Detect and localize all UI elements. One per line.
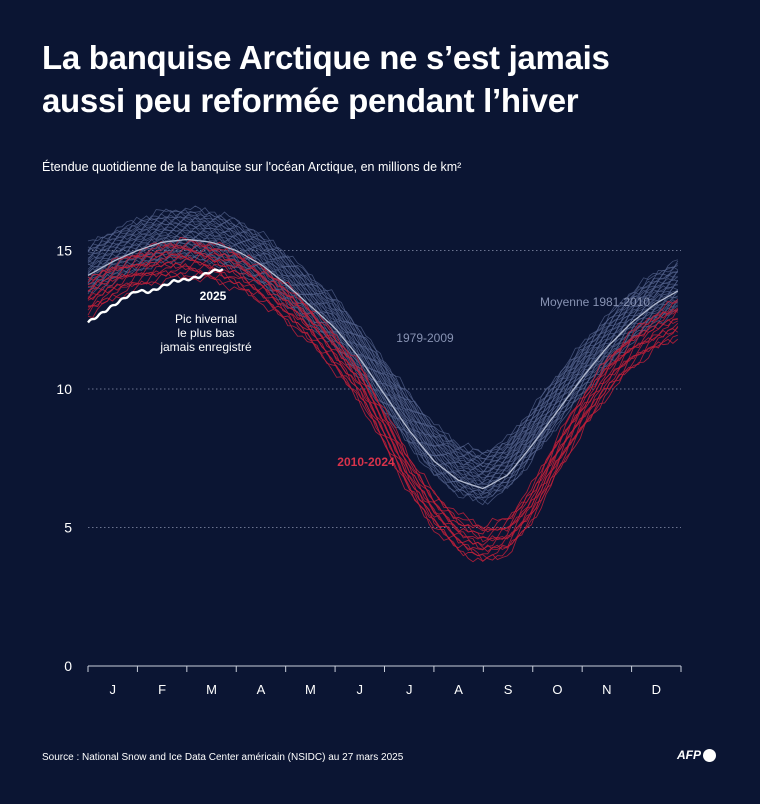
x-tick-label: J xyxy=(406,682,413,697)
year-line xyxy=(87,251,679,506)
x-tick-label: F xyxy=(158,682,166,697)
year-line xyxy=(87,262,679,551)
average-line-group xyxy=(87,238,679,490)
year-line xyxy=(87,227,678,479)
year-line xyxy=(87,209,679,459)
y-tick-label: 5 xyxy=(64,520,72,536)
year-line xyxy=(87,231,678,479)
source-note: Source : National Snow and Ice Data Cent… xyxy=(42,752,404,763)
average-line xyxy=(87,238,679,490)
recent-year-lines xyxy=(87,236,679,563)
x-tick-label: A xyxy=(257,682,266,697)
title-line-2: aussi peu reformée pendant l’hiver xyxy=(42,82,579,119)
page-title: La banquise Arctique ne s’est jamais aus… xyxy=(42,36,722,122)
y-tick-label: 10 xyxy=(56,381,72,397)
historical-year-lines xyxy=(87,205,679,506)
year-line xyxy=(87,239,679,532)
afp-logo-text: AFP xyxy=(677,748,701,762)
label-2025: 2025 xyxy=(200,289,227,303)
year-line xyxy=(87,210,679,464)
afp-logo: AFP xyxy=(677,748,716,762)
x-tick-label: A xyxy=(454,682,463,697)
year-line xyxy=(87,256,678,550)
year-line xyxy=(87,226,679,472)
sea-ice-line-chart: J F M A M J J A S O N D 0 5 10 15 2025 Pic hivernal le … xyxy=(56,205,682,697)
year-line xyxy=(87,217,678,468)
grid-lines xyxy=(88,250,681,528)
year-line xyxy=(87,214,679,461)
chart-subtitle: Étendue quotidienne de la banquise sur l… xyxy=(42,160,462,174)
y-tick-label: 0 xyxy=(64,658,72,674)
axes: J F M A M J J A S O N D 0 5 10 15 xyxy=(56,243,682,697)
label-record-line-1: Pic hivernal xyxy=(175,312,237,326)
year-line xyxy=(87,244,679,493)
year-line xyxy=(87,205,678,457)
current-year-line-group xyxy=(87,268,224,324)
label-record-line-2: le plus bas xyxy=(177,326,234,340)
year-line xyxy=(87,216,678,466)
year-line xyxy=(87,226,678,476)
x-tick-label: O xyxy=(552,682,562,697)
x-tick-label: S xyxy=(504,682,513,697)
year-line xyxy=(87,263,679,557)
year-line xyxy=(87,250,679,543)
label-record-line-3: jamais enregistré xyxy=(159,340,252,354)
x-tick-label: M xyxy=(206,682,217,697)
x-tick-label: D xyxy=(652,682,661,697)
title-line-1: La banquise Arctique ne s’est jamais xyxy=(42,39,610,76)
label-1979-2009: 1979-2009 xyxy=(396,331,454,345)
afp-logo-dot xyxy=(703,748,716,762)
label-2010-2024: 2010-2024 xyxy=(337,455,395,469)
year-line xyxy=(87,245,679,539)
x-tick-label: J xyxy=(357,682,364,697)
x-tick-label: M xyxy=(305,682,316,697)
year-line xyxy=(87,221,678,468)
year-line xyxy=(87,242,679,533)
year-line xyxy=(87,239,679,494)
line-2025 xyxy=(87,268,224,324)
label-average: Moyenne 1981-2010 xyxy=(540,295,650,309)
y-tick-label: 15 xyxy=(56,243,72,259)
year-line xyxy=(87,219,679,468)
year-line xyxy=(87,267,679,562)
x-tick-label: N xyxy=(602,682,611,697)
x-tick-label: J xyxy=(109,682,116,697)
